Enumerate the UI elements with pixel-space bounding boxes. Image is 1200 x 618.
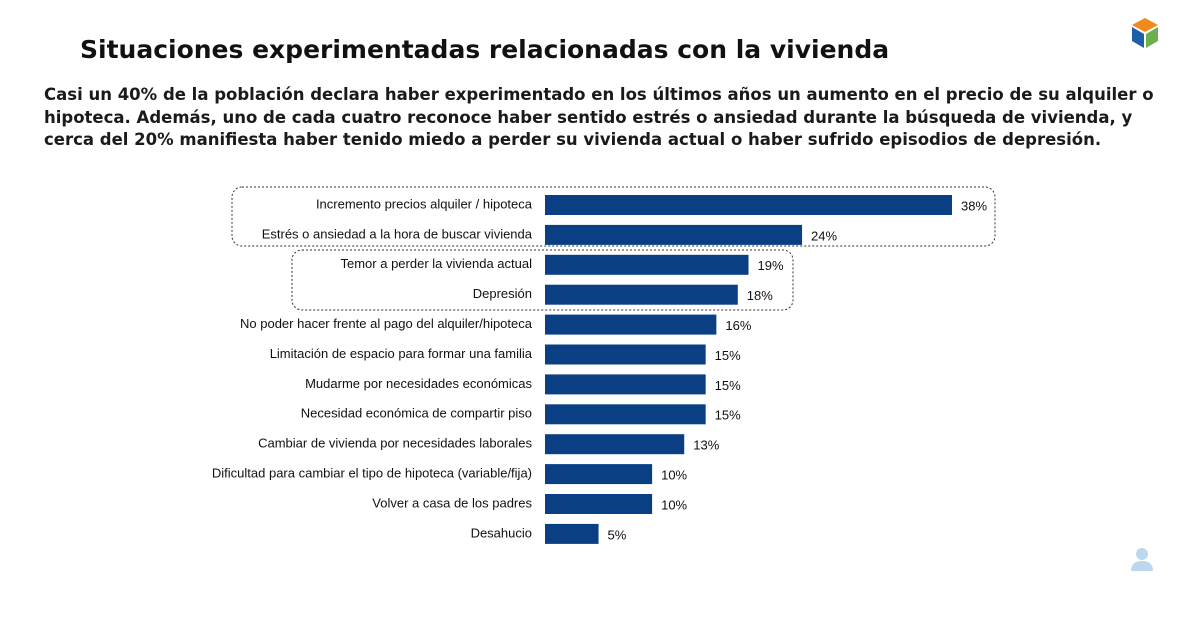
slide-title: Situaciones experimentadas relacionadas … xyxy=(80,35,889,64)
bar xyxy=(545,195,952,215)
value-label: 19% xyxy=(758,258,784,273)
user-icon[interactable] xyxy=(1131,548,1153,571)
bar xyxy=(545,404,706,425)
value-label: 10% xyxy=(661,468,687,483)
subtitle-line: cerca del 20% manifiesta haber tenido mi… xyxy=(44,130,1101,149)
highlight-box xyxy=(291,249,794,311)
category-label: Estrés o ansiedad a la hora de buscar vi… xyxy=(262,226,533,241)
bar xyxy=(545,523,599,544)
bar xyxy=(545,374,706,395)
category-label: Depresión xyxy=(473,286,532,301)
category-label: No poder hacer frente al pago del alquil… xyxy=(240,316,533,331)
value-label: 15% xyxy=(715,408,741,423)
bar xyxy=(545,224,803,245)
value-label: 16% xyxy=(725,318,751,333)
category-label: Dificultad para cambiar el tipo de hipot… xyxy=(212,466,532,481)
value-label: 38% xyxy=(961,198,987,213)
subtitle-line: Casi un 40% de la población declara habe… xyxy=(44,85,1154,104)
category-label: Mudarme por necesidades económicas xyxy=(305,376,532,391)
value-label: 18% xyxy=(747,288,773,303)
category-label: Volver a casa de los padres xyxy=(372,495,532,510)
category-label: Cambiar de vivienda por necesidades labo… xyxy=(258,436,532,451)
value-label: 15% xyxy=(715,348,741,363)
bar xyxy=(545,464,653,485)
bar xyxy=(545,254,749,275)
category-label: Incremento precios alquiler / hipoteca xyxy=(316,196,533,211)
value-label: 5% xyxy=(608,527,627,542)
value-label: 15% xyxy=(715,378,741,393)
logo xyxy=(1132,18,1158,48)
category-label: Temor a perder la vivienda actual xyxy=(341,256,533,271)
value-label: 24% xyxy=(811,228,837,243)
value-label: 10% xyxy=(661,497,687,512)
bar xyxy=(545,494,653,514)
category-label: Limitación de espacio para formar una fa… xyxy=(270,346,533,361)
bar xyxy=(545,434,685,455)
bar xyxy=(545,284,738,305)
bar xyxy=(545,314,717,335)
category-label: Necesidad económica de compartir piso xyxy=(301,406,532,421)
category-label: Desahucio xyxy=(471,525,532,540)
value-label: 13% xyxy=(693,438,719,453)
highlight-box xyxy=(231,186,996,247)
bar xyxy=(545,344,706,365)
subtitle-line: hipoteca. Además, uno de cada cuatro rec… xyxy=(44,108,1133,127)
